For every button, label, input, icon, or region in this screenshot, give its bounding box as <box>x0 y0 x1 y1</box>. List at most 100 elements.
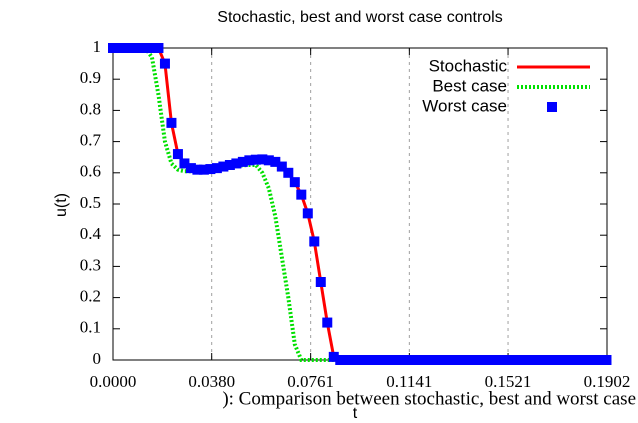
data-point <box>536 355 547 365</box>
data-point <box>471 355 482 365</box>
data-point <box>367 355 378 365</box>
x-tick-label: 0.0380 <box>188 372 235 391</box>
data-point <box>153 43 164 53</box>
data-point <box>594 355 605 365</box>
legend-label: Worst case <box>422 96 507 115</box>
data-point <box>224 160 235 170</box>
data-point <box>270 156 281 167</box>
data-point <box>322 317 333 328</box>
data-point <box>432 355 443 365</box>
y-tick-label: 0.7 <box>80 131 102 150</box>
plot-frame <box>112 47 608 361</box>
data-point <box>400 355 411 365</box>
data-point <box>582 355 593 365</box>
data-point <box>478 355 489 365</box>
y-tick-label: 0.8 <box>80 99 101 118</box>
x-tick-label: 0.1902 <box>584 372 631 391</box>
data-point <box>192 164 203 175</box>
data-point <box>439 355 450 365</box>
data-point <box>458 355 469 365</box>
data-point <box>497 355 508 365</box>
x-tick-label: 0.1141 <box>386 372 432 391</box>
data-point <box>108 43 118 53</box>
x-tick-label: 0.0761 <box>287 372 334 391</box>
x-tick-label: 0.1521 <box>485 372 532 391</box>
data-point <box>185 163 196 174</box>
data-point <box>257 154 268 165</box>
data-point <box>452 355 463 365</box>
data-point <box>484 355 495 365</box>
x-axis-label: t <box>353 405 358 422</box>
y-tick-label: 0.5 <box>80 193 101 212</box>
data-point <box>302 208 313 219</box>
data-point <box>341 355 352 365</box>
data-point <box>120 43 131 53</box>
data-point <box>393 355 404 365</box>
data-point <box>361 355 372 365</box>
y-tick-label: 0.1 <box>80 318 101 337</box>
data-point <box>588 355 599 365</box>
data-point <box>244 155 255 166</box>
data-point <box>146 43 157 53</box>
data-point <box>549 355 560 365</box>
data-point <box>510 355 521 365</box>
data-point <box>569 355 580 365</box>
data-point <box>419 355 430 365</box>
caption: ): Comparison between stochastic, best a… <box>222 388 636 409</box>
data-point <box>114 43 125 53</box>
data-point <box>133 43 144 53</box>
data-point <box>289 177 300 188</box>
data-point <box>543 355 554 365</box>
data-point <box>140 43 151 53</box>
data-point <box>250 154 261 165</box>
data-point <box>562 355 573 365</box>
data-point <box>179 158 190 169</box>
data-point <box>517 355 528 365</box>
y-tick-label: 0.2 <box>80 287 101 306</box>
data-point <box>218 161 229 172</box>
data-point <box>504 355 515 365</box>
data-point <box>198 164 209 175</box>
data-point <box>556 355 567 365</box>
data-point <box>575 355 586 365</box>
data-line <box>113 46 607 362</box>
data-point <box>283 167 294 178</box>
data-point <box>237 156 248 167</box>
data-point <box>211 163 222 174</box>
data-point <box>491 355 502 365</box>
legend-label: Stochastic <box>429 56 508 75</box>
data-line <box>113 46 607 362</box>
data-point <box>263 155 274 166</box>
data-point <box>465 355 476 365</box>
data-point <box>328 351 339 362</box>
y-axis-label: u(t) <box>53 193 70 217</box>
data-point <box>530 355 541 365</box>
x-tick-label: 0.0000 <box>90 372 137 391</box>
data-point <box>159 58 170 69</box>
chart-title: Stochastic, best and worst case controls <box>217 9 502 26</box>
y-tick-label: 1 <box>93 37 102 56</box>
legend-label: Best case <box>432 76 507 95</box>
y-tick-label: 0.9 <box>80 68 101 87</box>
data-point <box>374 355 385 365</box>
data-point <box>172 149 183 160</box>
data-point <box>231 158 242 169</box>
data-point <box>380 355 391 365</box>
data-point <box>166 117 177 128</box>
data-point <box>335 355 346 365</box>
data-point <box>127 43 138 53</box>
y-tick-label: 0.6 <box>80 162 101 181</box>
data-point <box>205 164 216 175</box>
data-point <box>601 355 612 365</box>
data-point <box>309 236 320 247</box>
data-point <box>276 161 287 172</box>
data-point <box>426 355 437 365</box>
y-tick-label: 0.4 <box>80 224 102 243</box>
data-point <box>445 355 456 365</box>
y-tick-label: 0 <box>93 349 102 368</box>
legend-swatch <box>547 102 557 112</box>
data-point <box>348 355 359 365</box>
data-point <box>523 355 534 365</box>
data-point <box>387 355 398 365</box>
